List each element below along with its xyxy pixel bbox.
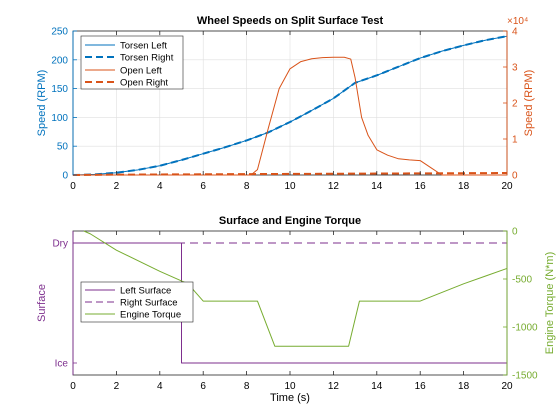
top-y-tick-label-left: 150 — [51, 84, 68, 95]
bottom-chart-title: Surface and Engine Torque — [219, 215, 361, 227]
bottom-x-ticks: 0 2 4 6 8 10 12 14 16 18 20 — [70, 231, 513, 392]
top-x-tick-label: 20 — [501, 181, 513, 192]
top-x-tick-label: 0 — [70, 181, 76, 192]
top-series-torsen-right — [72, 35, 508, 176]
bottom-x-tick-label: 20 — [501, 381, 513, 392]
bottom-x-tick-label: 2 — [114, 381, 120, 392]
top-y-tick-label-right: 2 — [512, 99, 518, 110]
top-y-ticks-left: 0 50 100 150 200 250 — [51, 27, 77, 182]
bottom-y-tick-label-right: 0 — [512, 227, 518, 238]
bottom-y-tick-label-right: -500 — [512, 275, 532, 286]
top-x-tick-label: 12 — [328, 181, 340, 192]
top-chart-title: Wheel Speeds on Split Surface Test — [197, 15, 384, 27]
bottom-y-ticks-left: Ice Dry — [52, 231, 77, 375]
top-y-tick-label-left: 200 — [51, 55, 68, 66]
top-series-group — [72, 35, 508, 176]
top-x-tick-label: 18 — [458, 181, 470, 192]
top-x-tick-label: 14 — [371, 181, 383, 192]
top-y-tick-label-left: 250 — [51, 27, 68, 38]
bottom-x-tick-label: 4 — [157, 381, 163, 392]
top-y-axis-label-left: Speed (RPM) — [36, 70, 48, 137]
legend-label-right-surface: Right Surface — [120, 298, 178, 309]
top-y-tick-label-left: 50 — [57, 142, 69, 153]
top-y-tick-label-right: 1 — [512, 135, 518, 146]
top-y-tick-label-right: 3 — [512, 63, 518, 74]
legend-label-open-left: Open Left — [120, 66, 162, 77]
top-right-exponent: ×10⁴ — [507, 16, 528, 27]
legend-label-torsen-right: Torsen Right — [120, 53, 174, 64]
legend-label-left-surface: Left Surface — [120, 286, 171, 297]
top-y-ticks-right: 0 1 2 3 4 — [503, 27, 518, 182]
bottom-series-engine-torque — [83, 230, 508, 347]
legend-label-open-right: Open Right — [120, 78, 168, 89]
bottom-y-axis-label-left: Surface — [36, 284, 48, 322]
top-y-axis-label-right: Speed (RPM) — [523, 70, 535, 137]
bottom-x-tick-label: 10 — [284, 381, 296, 392]
bottom-y-axis-label-right: Engine Torque (N*m) — [544, 252, 556, 355]
top-x-tick-label: 6 — [200, 181, 206, 192]
top-x-tick-label: 2 — [114, 181, 120, 192]
top-x-tick-label: 16 — [415, 181, 427, 192]
top-x-ticks: 0 2 4 6 8 10 12 14 16 18 20 — [70, 31, 513, 192]
top-y-tick-label-right: 0 — [512, 171, 518, 182]
top-series-open-left — [73, 56, 507, 176]
bottom-x-tick-label: 16 — [415, 381, 427, 392]
top-x-tick-label: 4 — [157, 181, 163, 192]
bottom-x-tick-label: 6 — [200, 381, 206, 392]
top-x-tick-label: 8 — [244, 181, 250, 192]
bottom-x-tick-label: 14 — [371, 381, 383, 392]
bottom-y-tick-label-right: -1500 — [512, 371, 538, 382]
bottom-x-axis-label: Time (s) — [270, 392, 310, 404]
bottom-x-tick-label: 12 — [328, 381, 340, 392]
bottom-y-tick-label-left: Ice — [55, 359, 69, 370]
bottom-y-tick-label-left: Dry — [52, 239, 68, 250]
bottom-legend: Left Surface Right Surface Engine Torque — [80, 281, 194, 323]
top-y-tick-label-left: 100 — [51, 113, 68, 124]
bottom-y-tick-label-right: -1000 — [512, 323, 538, 334]
top-series-open-right — [72, 172, 508, 176]
top-x-tick-label: 10 — [284, 181, 296, 192]
legend-label-torsen-left: Torsen Left — [120, 41, 167, 52]
legend-label-engine-torque: Engine Torque — [120, 310, 181, 321]
top-legend: Torsen Left Torsen Right Open Left Open … — [80, 35, 184, 90]
bottom-x-tick-label: 8 — [244, 381, 250, 392]
top-y-tick-label-right: 4 — [512, 27, 518, 38]
bottom-y-ticks-right: -1500 -1000 -500 0 — [503, 227, 538, 382]
bottom-x-tick-label: 18 — [458, 381, 470, 392]
top-y-tick-label-left: 0 — [62, 171, 68, 182]
bottom-x-tick-label: 0 — [70, 381, 76, 392]
